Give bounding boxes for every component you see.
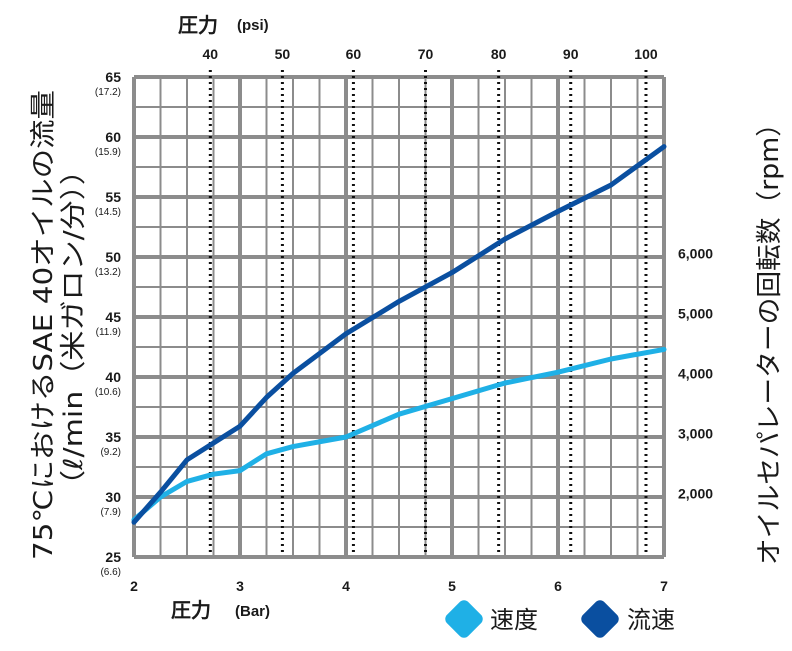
right-tick-label: 3,000 bbox=[678, 425, 713, 441]
x-tick-label: 2 bbox=[130, 578, 138, 594]
y-tick-sublabel: (15.9) bbox=[95, 147, 121, 158]
legend-swatch-speed bbox=[445, 600, 483, 638]
series-lines bbox=[131, 144, 667, 525]
y-tick-label: 40 bbox=[105, 369, 121, 385]
right-tick-label: 4,000 bbox=[678, 365, 713, 381]
x-tick-label: 7 bbox=[660, 578, 668, 594]
y-tick-label: 50 bbox=[105, 249, 121, 265]
right-axis-title: オイルセパレーターの回転数（rpm） bbox=[755, 110, 785, 565]
top-tick-label: 40 bbox=[203, 46, 219, 62]
left-axis-subtitle: （ℓ/min（米ガロン/分）） bbox=[59, 155, 89, 500]
tick-labels: 2 3 4 5 6 740 50 60 70 80 90 10025(6.6)30(7.9)35(9.… bbox=[95, 46, 713, 594]
x-tick-label: 6 bbox=[554, 578, 562, 594]
top-tick-label: 50 bbox=[275, 46, 291, 62]
legend-swatch-flow bbox=[581, 600, 619, 638]
bottom-axis-unit: (Bar) bbox=[235, 603, 270, 620]
y-tick-label: 35 bbox=[105, 429, 121, 445]
top-tick-label: 80 bbox=[491, 46, 507, 62]
left-axis-title: 75℃におけるSAE 40オイルの流量 bbox=[29, 90, 59, 560]
y-tick-sublabel: (14.5) bbox=[95, 207, 121, 218]
top-tick-label: 90 bbox=[563, 46, 579, 62]
y-tick-sublabel: (11.9) bbox=[96, 327, 121, 338]
x-tick-label: 3 bbox=[236, 578, 244, 594]
legend-label-speed: 速度 bbox=[490, 606, 538, 634]
y-tick-label: 60 bbox=[105, 129, 121, 145]
top-tick-label: 60 bbox=[346, 46, 362, 62]
psi-reference-lines bbox=[208, 70, 648, 552]
y-tick-sublabel: (9.2) bbox=[100, 447, 121, 458]
right-axis-title-group: オイルセパレーターの回転数（rpm） bbox=[755, 110, 785, 565]
top-axis-title: 圧力 bbox=[178, 13, 218, 37]
y-tick-label: 30 bbox=[105, 489, 121, 505]
left-axis-title-group: 75℃におけるSAE 40オイルの流量 bbox=[29, 90, 59, 560]
y-tick-sublabel: (7.9) bbox=[100, 507, 121, 518]
y-tick-sublabel: (17.2) bbox=[95, 87, 121, 98]
y-tick-label: 45 bbox=[105, 309, 121, 325]
top-tick-label: 100 bbox=[634, 46, 658, 62]
x-tick-label: 4 bbox=[342, 578, 350, 594]
y-tick-sublabel: (6.6) bbox=[100, 567, 121, 578]
left-axis-subtitle-group: （ℓ/min（米ガロン/分）） bbox=[59, 155, 89, 500]
legend-label-flow: 流速 bbox=[627, 606, 675, 634]
right-tick-label: 6,000 bbox=[678, 245, 713, 261]
series-line-flow bbox=[131, 144, 667, 525]
right-tick-label: 2,000 bbox=[678, 485, 713, 501]
y-tick-label: 55 bbox=[105, 189, 121, 205]
top-tick-label: 70 bbox=[418, 46, 434, 62]
x-tick-label: 5 bbox=[448, 578, 456, 594]
series-line-speed bbox=[131, 346, 667, 523]
grid bbox=[132, 75, 666, 559]
bottom-axis-title: 圧力 bbox=[171, 598, 211, 622]
right-tick-label: 5,000 bbox=[678, 305, 713, 321]
legend: 速度 流速 bbox=[445, 600, 675, 638]
y-tick-sublabel: (10.6) bbox=[95, 387, 121, 398]
y-tick-sublabel: (13.2) bbox=[95, 267, 121, 278]
y-tick-label: 65 bbox=[105, 69, 121, 85]
top-axis-unit: (psi) bbox=[237, 17, 269, 34]
y-tick-label: 25 bbox=[105, 549, 121, 565]
